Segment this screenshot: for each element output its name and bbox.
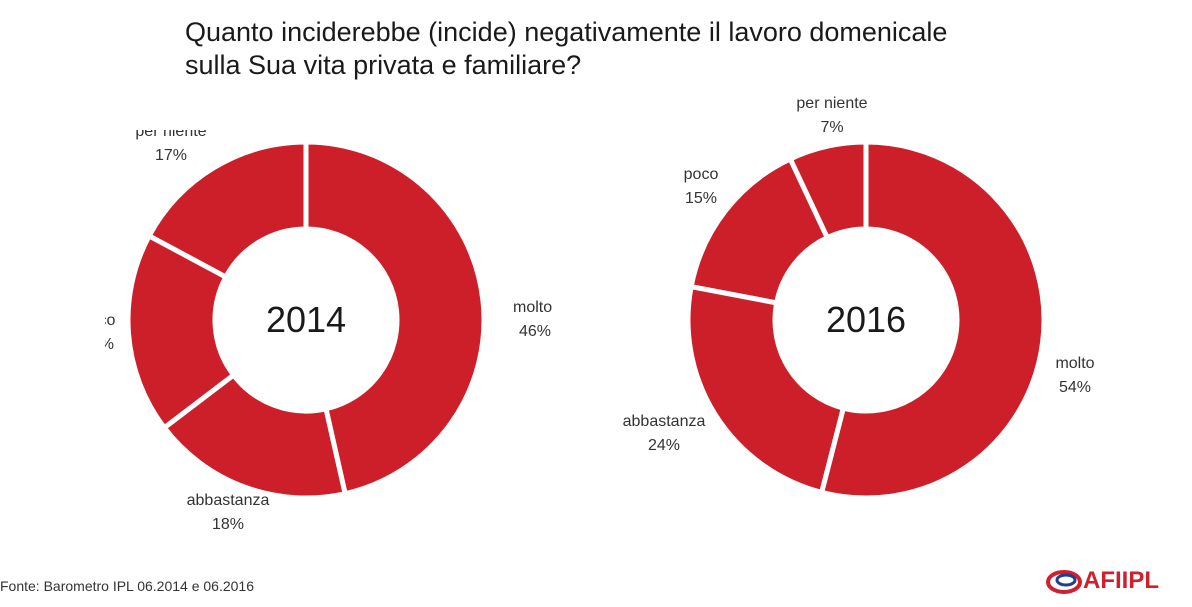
- value-label: 18%: [212, 516, 244, 533]
- value-label: 54%: [1059, 379, 1091, 396]
- category-label: poco: [105, 312, 115, 329]
- logo-text: AFIIPL: [1083, 567, 1159, 594]
- source-note: Fonte: Barometro IPL 06.2014 e 06.2016: [0, 578, 254, 594]
- slice-abbastanza: [685, 283, 847, 496]
- chart-title-line-2: sulla Sua vita privata e familiare?: [185, 50, 582, 80]
- value-label: 46%: [519, 323, 551, 340]
- chart-title-line-1: Quanto inciderebbe (incide) negativament…: [185, 17, 948, 47]
- slice-poco: [688, 155, 831, 306]
- category-label: per niente: [135, 130, 206, 140]
- slice-abbastanza: [160, 371, 349, 501]
- afiipl-logo: AFIIPL: [1045, 566, 1190, 596]
- value-label: 24%: [648, 437, 680, 454]
- category-label: molto: [1055, 355, 1094, 372]
- value-label: 17%: [155, 147, 187, 164]
- donut-chart-2016: 2016 molto 54% abbastanza 24% poco 15% per nie…: [623, 95, 1095, 501]
- category-label: per niente: [796, 95, 867, 112]
- center-label-2014: 2014: [266, 299, 346, 340]
- logo-swoosh-icon: [1046, 570, 1082, 594]
- slice-per-niente: [145, 139, 309, 281]
- slice-molto: [818, 139, 1047, 501]
- donut-chart-2014: 2014 molto 46% abbastanza 18% poco 18% per nie…: [105, 130, 552, 533]
- value-label: 18%: [105, 336, 114, 353]
- value-label: 7%: [820, 119, 843, 136]
- category-label: abbastanza: [187, 492, 270, 509]
- category-label: poco: [684, 166, 719, 183]
- slice-poco: [125, 232, 238, 432]
- chart-title: Quanto inciderebbe (incide) negativament…: [185, 16, 1085, 82]
- category-label: abbastanza: [623, 413, 706, 430]
- category-label: molto: [513, 299, 552, 316]
- value-label: 15%: [685, 190, 717, 207]
- slice-molto: [303, 139, 487, 497]
- center-label-2016: 2016: [826, 299, 906, 340]
